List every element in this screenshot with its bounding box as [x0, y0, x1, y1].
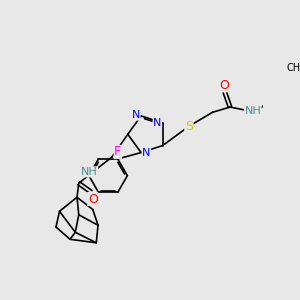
Text: N: N	[142, 148, 151, 158]
Text: S: S	[185, 120, 193, 133]
Text: F: F	[114, 146, 121, 158]
Text: N: N	[132, 110, 140, 120]
Text: NH: NH	[244, 106, 261, 116]
Text: NH: NH	[81, 167, 98, 177]
Text: CH₃: CH₃	[286, 63, 300, 73]
Text: O: O	[219, 79, 229, 92]
Text: O: O	[88, 193, 98, 206]
Text: N: N	[153, 118, 162, 128]
